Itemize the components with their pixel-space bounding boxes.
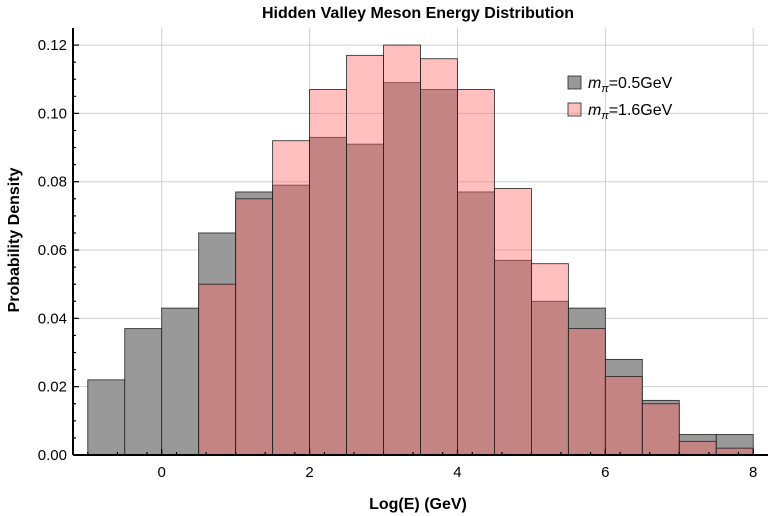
x-tick-label: 2 bbox=[305, 464, 313, 481]
bar-series-1 bbox=[235, 198, 274, 456]
bar-series-0 bbox=[604, 358, 643, 456]
legend-swatch-0p5gev bbox=[567, 75, 582, 90]
bar-series-1 bbox=[641, 403, 680, 456]
y-tick-label: 0.10 bbox=[38, 105, 67, 122]
bar-series-1 bbox=[715, 447, 754, 456]
series-0p5gev-bars bbox=[87, 82, 754, 456]
bar-series-1 bbox=[678, 440, 717, 456]
axes: 0 2 4 6 8 0.00 0.02 0.04 0.06 0.08 0.10 0.12 bbox=[38, 28, 768, 481]
bar-series-1 bbox=[383, 44, 421, 456]
bar-series-0 bbox=[641, 399, 680, 456]
bar-series-1 bbox=[346, 54, 384, 456]
bar-series-0 bbox=[198, 232, 237, 456]
bar-series-1 bbox=[198, 283, 237, 456]
bar-series-1 bbox=[420, 58, 458, 456]
y-tick-label: 0.04 bbox=[38, 310, 67, 327]
bar-series-1 bbox=[309, 89, 347, 456]
x-tick-label: 8 bbox=[749, 464, 757, 481]
y-tick-label: 0.00 bbox=[38, 447, 67, 464]
chart-title: Hidden Valley Meson Energy Distribution bbox=[262, 5, 574, 22]
bar-series-1 bbox=[494, 188, 532, 456]
bar-series-0 bbox=[272, 184, 310, 456]
bar-series-0 bbox=[494, 259, 532, 456]
x-tick-label: 4 bbox=[453, 464, 461, 481]
bar-series-1 bbox=[531, 263, 569, 456]
bar-series-1 bbox=[567, 328, 606, 456]
legend-label-1p6gev: mπ=1.6GeV bbox=[588, 102, 673, 122]
bar-series-0 bbox=[161, 307, 200, 456]
y-axis-label: Probability Density bbox=[6, 167, 23, 312]
bar-series-0 bbox=[87, 379, 126, 456]
bar-series-1 bbox=[457, 89, 495, 456]
x-tick-label: 0 bbox=[158, 464, 166, 481]
bar-series-0 bbox=[457, 191, 495, 456]
bar-series-1 bbox=[604, 376, 643, 456]
y-tick-label: 0.02 bbox=[38, 379, 67, 396]
bar-series-0 bbox=[383, 82, 421, 456]
legend-label-0p5gev: mπ=0.5GeV bbox=[588, 75, 673, 95]
y-tick-label: 0.08 bbox=[38, 174, 67, 191]
bar-series-0 bbox=[567, 307, 606, 456]
y-tick-label: 0.06 bbox=[38, 242, 67, 259]
bar-series-0 bbox=[235, 191, 274, 456]
bar-series-0 bbox=[531, 300, 569, 456]
x-axis-label: Log(E) (GeV) bbox=[369, 496, 467, 513]
bar-series-0 bbox=[309, 136, 347, 456]
y-tick-label: 0.12 bbox=[38, 37, 67, 54]
bar-series-1 bbox=[272, 140, 310, 456]
series-1p6gev-bars bbox=[198, 44, 754, 456]
x-tick-label: 6 bbox=[601, 464, 609, 481]
legend-swatch-1p6gev bbox=[567, 102, 582, 117]
bar-series-0 bbox=[420, 89, 458, 456]
bar-series-0 bbox=[124, 328, 163, 456]
legend: mπ=0.5GeV mπ=1.6GeV bbox=[567, 75, 673, 122]
